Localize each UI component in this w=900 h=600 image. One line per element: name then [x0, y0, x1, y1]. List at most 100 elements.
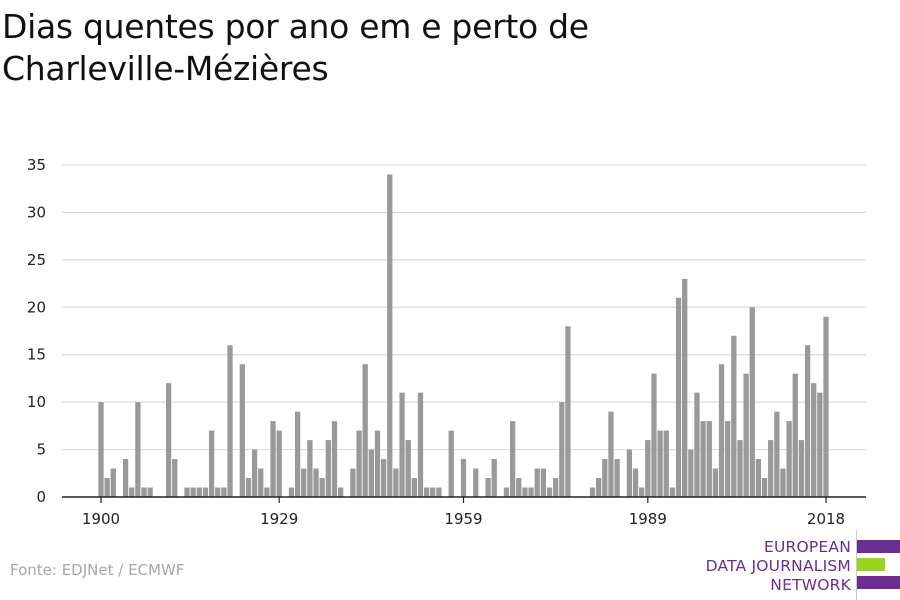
- bar-1947: [387, 174, 393, 497]
- bar-2015: [804, 345, 811, 497]
- bar-1949: [399, 392, 405, 497]
- bar-1980: [589, 487, 596, 497]
- bar-1987: [632, 468, 639, 497]
- bar-1988: [639, 487, 645, 497]
- bar-1971: [534, 468, 540, 497]
- bar-2013: [792, 373, 798, 497]
- bar-1919: [215, 487, 221, 497]
- bar-1901: [104, 478, 110, 497]
- bar-2006: [749, 307, 755, 497]
- x-tick-label: 2018: [807, 510, 845, 528]
- bar-1931: [288, 487, 295, 497]
- bar-1986: [626, 449, 633, 497]
- bar-1936: [319, 478, 325, 497]
- x-axis: [62, 496, 866, 503]
- bar-1954: [430, 487, 436, 497]
- bar-1905: [129, 487, 135, 497]
- bar-1934: [307, 440, 313, 497]
- bar-1935: [313, 468, 319, 497]
- y-tick-label: 25: [27, 251, 46, 269]
- bar-1914: [184, 487, 190, 497]
- bar-1929: [276, 430, 282, 497]
- bar-1900: [98, 402, 104, 497]
- bar-1994: [675, 297, 682, 497]
- bar-1963: [485, 478, 491, 497]
- bar-1974: [553, 478, 559, 497]
- bar-1938: [331, 421, 338, 497]
- x-tick-label: 1959: [444, 510, 482, 528]
- bar-1951: [411, 478, 417, 497]
- bar-1955: [436, 487, 442, 497]
- y-tick-labels: 0 5 10 15 20 25 30 35: [27, 156, 46, 506]
- logo-bar-bottom: [857, 576, 900, 589]
- bar-1906: [135, 402, 141, 497]
- bar-1964: [491, 459, 497, 497]
- y-tick-label: 30: [27, 203, 46, 221]
- bar-1943: [362, 364, 368, 497]
- bar-1918: [208, 430, 215, 497]
- bar-1941: [350, 468, 356, 497]
- bar-1921: [227, 345, 233, 497]
- bar-1967: [510, 421, 516, 497]
- bar-2001: [718, 364, 725, 497]
- bar-1976: [565, 326, 571, 497]
- bars: [98, 174, 829, 497]
- source-note: Fonte: EDJNet / ECMWF: [10, 561, 185, 579]
- bar-2018: [823, 316, 829, 497]
- y-tick-label: 35: [27, 156, 46, 174]
- bar-1920: [221, 487, 227, 497]
- logo-divider: [856, 530, 857, 600]
- y-tick-label: 20: [27, 298, 46, 316]
- bar-1957: [448, 430, 454, 497]
- bar-1984: [614, 459, 620, 497]
- bar-1917: [202, 487, 209, 497]
- logo-bar-top: [857, 540, 900, 553]
- bar-1933: [301, 468, 307, 497]
- bar-1927: [264, 487, 270, 497]
- bar-2005: [743, 373, 749, 497]
- y-tick-label: 0: [36, 488, 46, 506]
- bar-1995: [682, 278, 688, 497]
- x-tick-label: 1929: [260, 510, 298, 528]
- x-tick-label: 1989: [629, 510, 667, 528]
- bar-2002: [725, 421, 731, 497]
- bar-2011: [780, 468, 786, 497]
- bar-1997: [694, 392, 700, 497]
- bar-1990: [651, 373, 657, 497]
- logo-text-line1: EUROPEAN: [763, 538, 851, 556]
- bar-1928: [270, 421, 276, 497]
- bar-1948: [393, 468, 399, 497]
- bar-1966: [503, 487, 510, 497]
- bar-1937: [325, 440, 331, 497]
- bar-2014: [798, 440, 805, 497]
- bar-1945: [374, 430, 381, 497]
- bar-1993: [669, 487, 676, 497]
- bar-2007: [755, 459, 762, 497]
- chart-title: Dias quentes por ano em e perto de Charl…: [2, 7, 589, 88]
- bar-1904: [122, 459, 129, 497]
- bar-1915: [190, 487, 196, 497]
- logo-text-line2: DATA JOURNALISM: [705, 557, 851, 575]
- y-tick-label: 5: [36, 441, 46, 459]
- logo-bar-middle: [857, 558, 885, 571]
- bar-2012: [786, 421, 792, 497]
- bar-1939: [337, 487, 344, 497]
- bar-2016: [811, 383, 817, 497]
- bar-1932: [294, 411, 301, 497]
- bar-2000: [712, 468, 719, 497]
- bar-1970: [528, 487, 534, 497]
- bar-1923: [239, 364, 245, 497]
- bar-1961: [473, 468, 479, 497]
- bar-1996: [688, 449, 694, 497]
- bar-1924: [245, 478, 252, 497]
- bar-1998: [700, 421, 706, 497]
- bar-1912: [172, 459, 178, 497]
- x-tick-label: 1900: [82, 510, 120, 528]
- bar-1953: [423, 487, 430, 497]
- bar-1911: [165, 383, 172, 497]
- bar-1908: [147, 487, 153, 497]
- bar-1946: [380, 459, 387, 497]
- bar-1950: [405, 440, 411, 497]
- bar-1926: [258, 468, 264, 497]
